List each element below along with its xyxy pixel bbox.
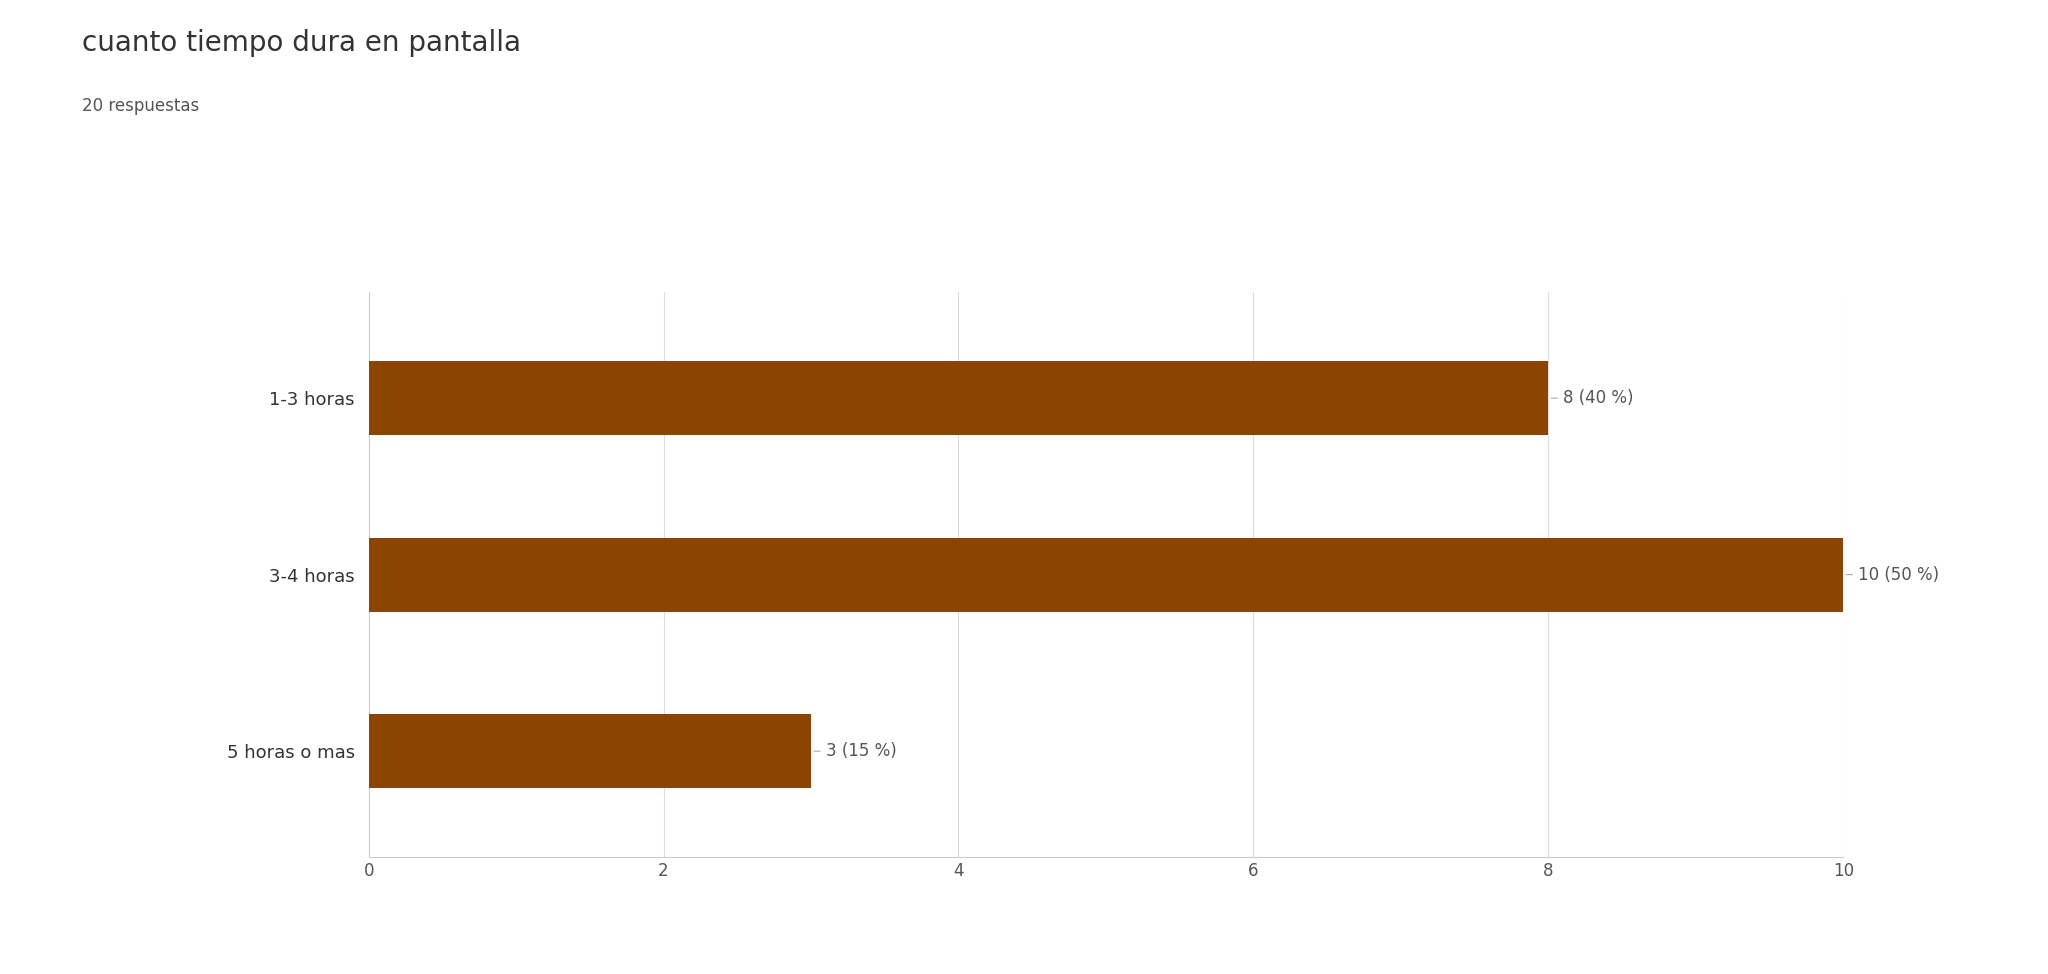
Text: cuanto tiempo dura en pantalla: cuanto tiempo dura en pantalla bbox=[82, 29, 520, 57]
Bar bbox=[369, 714, 811, 788]
Bar bbox=[369, 538, 1843, 612]
Text: 3 (15 %): 3 (15 %) bbox=[813, 742, 897, 760]
Bar bbox=[369, 361, 1548, 435]
Text: 20 respuestas: 20 respuestas bbox=[82, 97, 199, 115]
Text: 8 (40 %): 8 (40 %) bbox=[1550, 390, 1634, 407]
Text: 10 (50 %): 10 (50 %) bbox=[1845, 566, 1939, 583]
